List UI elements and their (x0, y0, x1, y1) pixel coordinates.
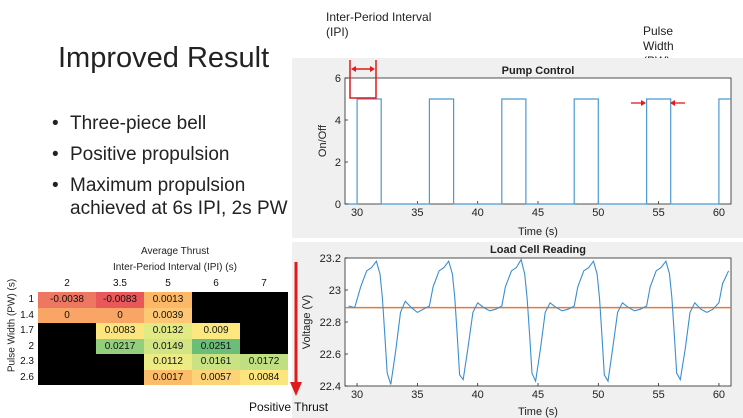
heatmap-cell (38, 338, 96, 354)
heatmap-cell (192, 292, 240, 308)
load-series-line (348, 258, 730, 385)
y-tick-label: 23 (329, 285, 341, 297)
heatmap-column-label: 5 (165, 278, 171, 289)
heatmap-cell: 0.0217 (96, 338, 144, 354)
x-tick-label: 60 (713, 389, 725, 401)
y-tick-label: 2 (335, 157, 341, 169)
x-tick-label: 40 (472, 207, 484, 219)
heatmap-cell: 0 (96, 307, 144, 323)
x-tick-label: 55 (653, 389, 665, 401)
heatmap-column-label: 6 (213, 278, 219, 289)
heatmap-cell: -0.0083 (96, 292, 144, 308)
chart-title: Load Cell Reading (490, 244, 586, 256)
heatmap-row-label: 1.4 (20, 309, 34, 321)
pw-arrowhead-right (670, 100, 675, 106)
heatmap-cell: 0.0013 (144, 292, 192, 308)
heatmap-cell: 0.0017 (144, 369, 192, 385)
y-tick-label: 6 (335, 73, 341, 85)
heatmap-cell: 0.0039 (144, 307, 192, 323)
y-tick-label: 22.4 (320, 381, 341, 393)
heatmap-cell (96, 354, 144, 370)
heatmap-cell (240, 307, 288, 323)
y-tick-label: 0 (335, 199, 341, 211)
heatmap-column-label: 2 (64, 278, 70, 289)
y-tick-label: 4 (335, 115, 341, 127)
heatmap-cell: 0.0084 (240, 369, 288, 385)
slide-title: Improved Result (58, 42, 270, 74)
x-tick-label: 35 (411, 389, 423, 401)
heatmap-cell: 0.0112 (144, 354, 192, 370)
y-tick-label: 22.8 (320, 317, 341, 329)
x-tick-label: 45 (532, 389, 544, 401)
x-tick-label: 40 (472, 389, 484, 401)
bullet-item: Maximum propulsion achieved at 6s IPI, 2… (52, 174, 292, 220)
heatmap-cell (38, 323, 96, 339)
heatmap-cell (38, 369, 96, 385)
heatmap-cell: 0.0083 (96, 323, 144, 339)
pw-arrowhead-left (641, 100, 646, 106)
heatmap-cell: 0.0057 (192, 369, 240, 385)
heatmap-cell (240, 338, 288, 354)
heatmap-x-label: Inter-Period Interval (IPI) (s) (113, 262, 237, 273)
x-axis-label: Time (s) (518, 406, 558, 418)
heatmap-cell: 0.0149 (144, 338, 192, 354)
heatmap-cell: -0.0038 (38, 292, 96, 308)
heatmap-cell (240, 292, 288, 308)
x-tick-label: 60 (713, 207, 725, 219)
x-tick-label: 30 (351, 207, 363, 219)
bullet-list: Three-piece bell Positive propulsion Max… (52, 112, 292, 228)
heatmap-cell: 0.009 (192, 323, 240, 339)
y-tick-label: 22.6 (320, 349, 341, 361)
y-axis-label: Voltage (V) (301, 295, 313, 349)
heatmap-cell: 0.0172 (240, 354, 288, 370)
heatmap-column-label: 3.5 (113, 278, 127, 289)
heatmap-title: Average Thrust (140, 246, 209, 257)
positive-thrust-label: Positive Thrust (249, 400, 329, 414)
heatmap-cell (192, 307, 240, 323)
bullet-item: Three-piece bell (52, 112, 292, 135)
heatmap-cell: 0 (38, 307, 96, 323)
x-tick-label: 50 (592, 207, 604, 219)
heatmap-cell (240, 323, 288, 339)
x-axis-label: Time (s) (518, 226, 558, 238)
x-tick-label: 30 (351, 389, 363, 401)
x-tick-label: 35 (411, 207, 423, 219)
heatmap-column-label: 7 (261, 278, 267, 289)
pump-series-line (348, 98, 731, 205)
y-tick-label: 23.2 (320, 253, 341, 265)
heatmap-row-label: 2.6 (20, 371, 34, 383)
heatmap-cell: 0.0251 (192, 338, 240, 354)
bullet-item: Positive propulsion (52, 143, 292, 166)
heatmap-cell: 0.0132 (144, 323, 192, 339)
heatmap-row-label: 2.3 (20, 356, 34, 367)
heatmap-row-label: 1.7 (20, 325, 34, 336)
heatmap-cell (96, 369, 144, 385)
ipi-annotation: Inter-Period Interval (IPI) (326, 10, 432, 39)
y-axis-label: On/Off (317, 124, 329, 157)
x-tick-label: 55 (653, 207, 665, 219)
heatmap-grid: -0.0038 -0.0083 0.0013 0 0 0.0039 0.0083 0.0132… (38, 292, 288, 385)
heatmap-cell (38, 354, 96, 370)
x-tick-label: 50 (592, 389, 604, 401)
ipi-arrowheads (351, 66, 375, 72)
ipi-bracket (349, 60, 377, 99)
positive-thrust-arrowhead (290, 382, 302, 396)
chart-title: Pump Control (502, 65, 575, 77)
x-tick-label: 45 (532, 207, 544, 219)
heatmap-row-label: 1 (28, 294, 34, 305)
heatmap-row-label: 2 (28, 340, 34, 352)
heatmap-cell: 0.0161 (192, 354, 240, 370)
